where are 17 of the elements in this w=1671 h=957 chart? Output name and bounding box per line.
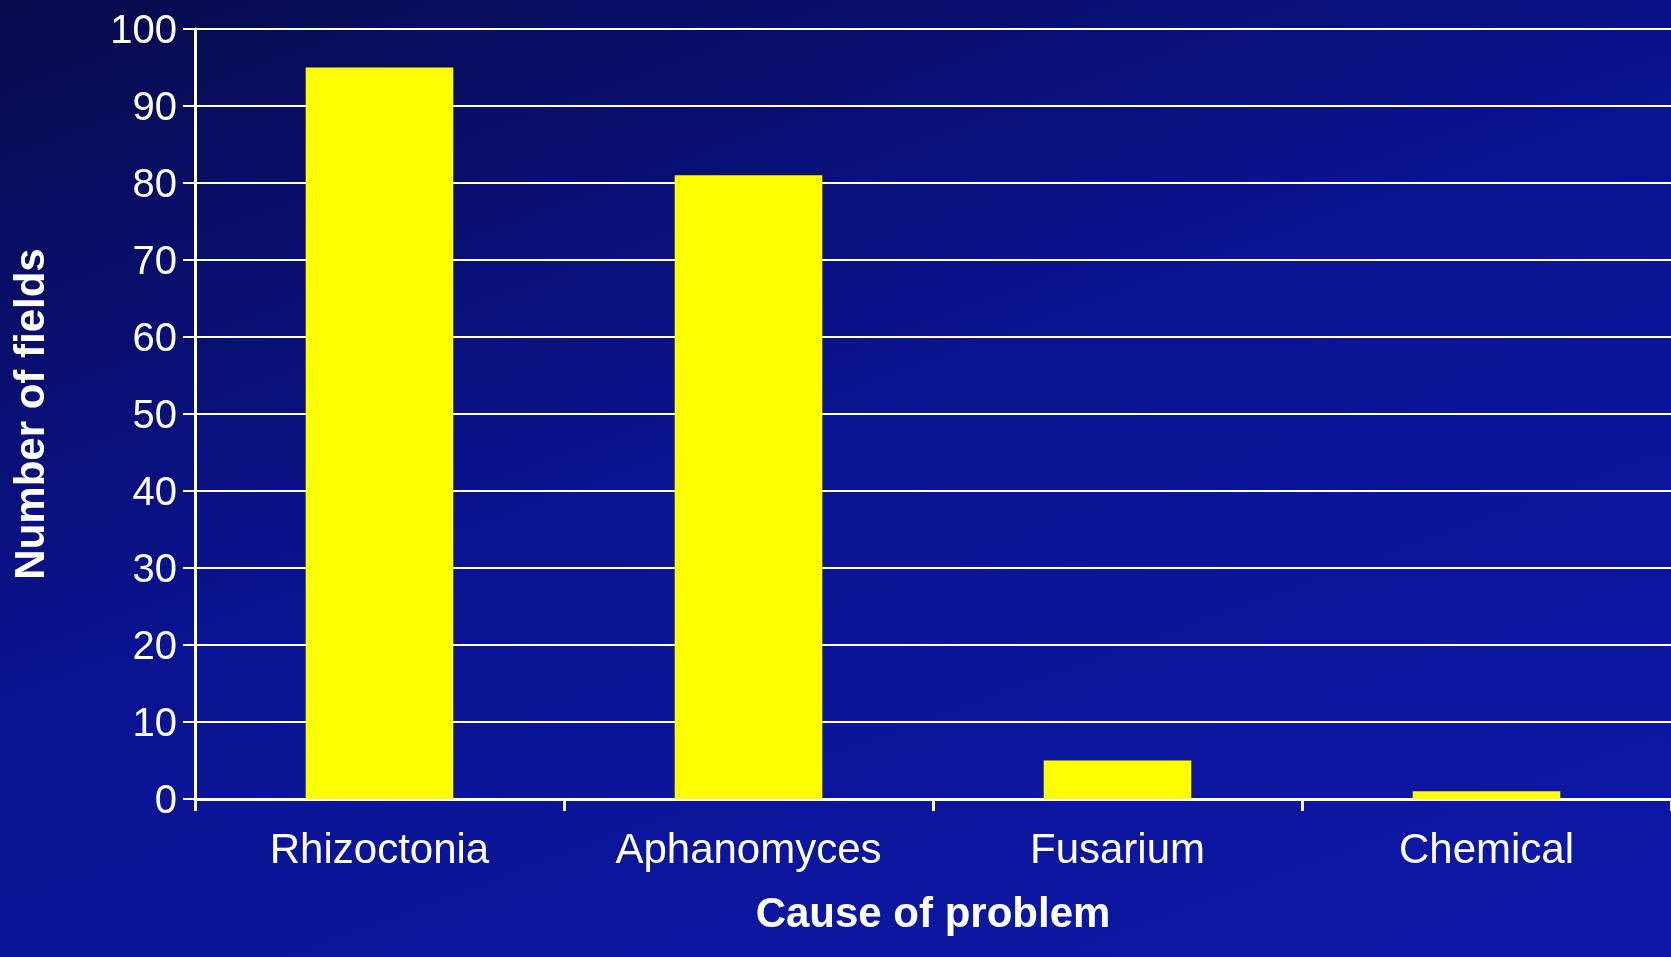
- y-tick-label: 70: [132, 238, 177, 282]
- x-axis-title: Cause of problem: [755, 888, 1111, 936]
- y-tick-label: 100: [110, 7, 177, 51]
- y-axis-title: Number of fields: [5, 248, 53, 580]
- y-tick-label: 30: [132, 546, 177, 590]
- x-tick-label: Rhizoctonia: [269, 824, 490, 872]
- y-tick-label: 40: [132, 469, 177, 513]
- y-tick-label: 60: [132, 315, 177, 359]
- y-tick-label: 10: [132, 700, 177, 744]
- x-tick-label: Fusarium: [1029, 824, 1206, 872]
- x-tick-label: Aphanomyces: [615, 824, 882, 872]
- y-tick-label: 90: [132, 84, 177, 128]
- y-tick-label: 20: [132, 623, 177, 667]
- y-tick-label: 50: [132, 392, 177, 436]
- y-tick-label: 0: [154, 777, 177, 821]
- x-tick-label: Chemical: [1398, 824, 1575, 872]
- y-tick-label: 80: [132, 161, 177, 205]
